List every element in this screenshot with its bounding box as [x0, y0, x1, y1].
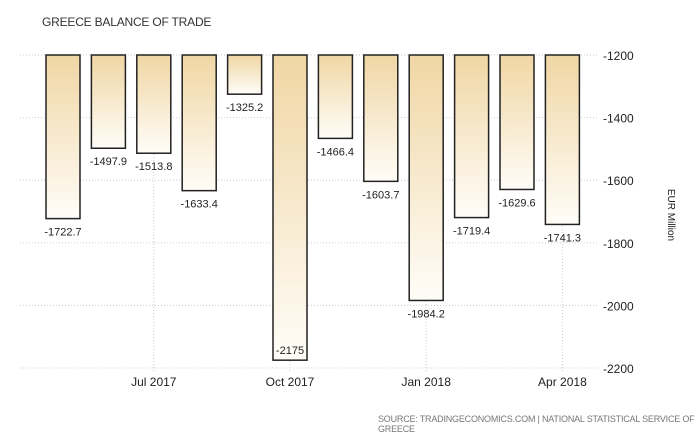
data-label: -1513.8: [135, 161, 172, 173]
data-label: -1629.6: [498, 197, 535, 209]
data-label: -1497.9: [90, 156, 127, 168]
bar: [317, 54, 354, 140]
bar: [226, 54, 263, 95]
bar: [544, 54, 581, 226]
bar: [272, 54, 308, 361]
bar: [45, 54, 81, 220]
y-tick-label: -1400: [603, 112, 634, 126]
x-tick-label: Apr 2018: [538, 375, 587, 389]
y-tick-label: -2200: [603, 362, 634, 376]
data-label: -1984.2: [408, 308, 445, 320]
source-note: SOURCE: TRADINGECONOMICS.COM | NATIONAL …: [378, 414, 695, 434]
y-tick-label: -1200: [603, 49, 634, 63]
bar: [90, 54, 127, 149]
y-tick-label: -1800: [603, 237, 634, 251]
chart-title: GREECE BALANCE OF TRADE: [42, 15, 212, 29]
data-label: -1633.4: [181, 199, 218, 211]
bar: [136, 54, 172, 154]
data-label: -2175: [276, 345, 304, 357]
x-tick-label: Oct 2017: [266, 375, 315, 389]
x-tick-label: Jul 2017: [131, 375, 177, 389]
bar: [499, 54, 535, 191]
data-label: -1603.7: [362, 189, 399, 201]
y-tick-label: -2000: [603, 299, 634, 313]
data-label: -1325.2: [226, 102, 263, 114]
y-axis-label: EUR Million: [665, 189, 676, 241]
bar: [363, 54, 399, 183]
y-tick-label: -1600: [603, 174, 634, 188]
bar: [408, 54, 444, 302]
data-label: -1722.7: [44, 227, 81, 239]
bar: [181, 54, 217, 192]
data-label: -1466.4: [317, 146, 354, 158]
data-label: -1741.3: [544, 232, 581, 244]
bar: [453, 54, 490, 219]
data-label: -1719.4: [453, 226, 490, 238]
x-tick-label: Jan 2018: [402, 375, 452, 389]
